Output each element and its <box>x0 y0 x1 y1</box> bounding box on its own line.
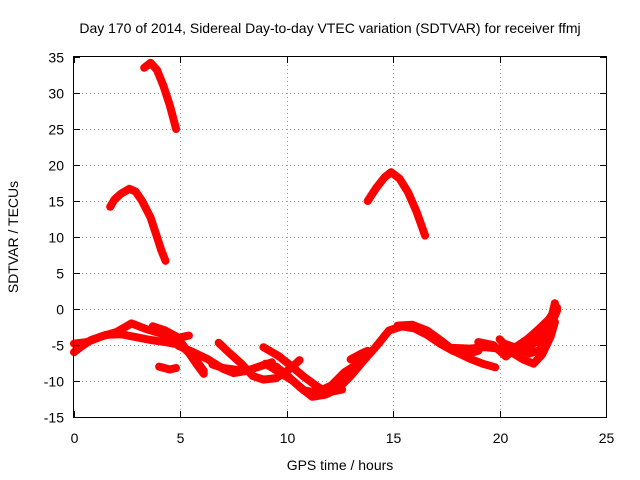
series-track-low-i <box>393 320 500 372</box>
y-tick-label: 35 <box>48 50 64 66</box>
series-track-high-peak <box>140 58 181 133</box>
y-tick-label: -15 <box>44 410 64 426</box>
x-tick-label: 20 <box>493 430 509 446</box>
series-track-low-g <box>259 343 347 397</box>
series-track-low-f <box>272 322 483 401</box>
x-tick-label: 5 <box>177 430 185 446</box>
series-track-low-p <box>346 346 372 364</box>
y-tick-label: -10 <box>44 374 64 390</box>
y-tick-label: 20 <box>48 158 64 174</box>
y-tick-label: -5 <box>52 338 65 354</box>
series-track-low-d <box>148 322 208 378</box>
series-track-mid-arc <box>363 168 430 240</box>
y-tick-label: 30 <box>48 86 64 102</box>
series-layer <box>70 58 562 401</box>
series-track-low-m <box>474 303 562 361</box>
x-tick-label: 0 <box>71 430 79 446</box>
y-axis-label: SDTVAR / TECUs <box>5 181 21 293</box>
axis-ticks: 0 5 10 15 20 25 -15 -10 -5 0 5 10 15 20 25 30 35 <box>44 50 615 447</box>
series-track-low-e <box>214 338 304 384</box>
y-tick-label: 0 <box>56 302 64 318</box>
y-tick-label: 10 <box>48 230 64 246</box>
series-track-low-o <box>208 360 247 375</box>
y-tick-label: 5 <box>56 266 64 282</box>
x-axis-label: GPS time / hours <box>287 457 394 473</box>
series-track-low-h <box>261 348 374 397</box>
x-tick-label: 10 <box>280 430 296 446</box>
plot-frame <box>73 56 607 418</box>
series-track-low-n <box>155 362 181 374</box>
x-tick-label: 25 <box>599 430 615 446</box>
y-tick-label: 15 <box>48 194 64 210</box>
x-tick-label: 15 <box>386 430 402 446</box>
series-track-early-arc <box>106 184 170 265</box>
chart-title: Day 170 of 2014, Sidereal Day-to-day VTE… <box>79 20 580 36</box>
y-tick-label: 25 <box>48 122 64 138</box>
